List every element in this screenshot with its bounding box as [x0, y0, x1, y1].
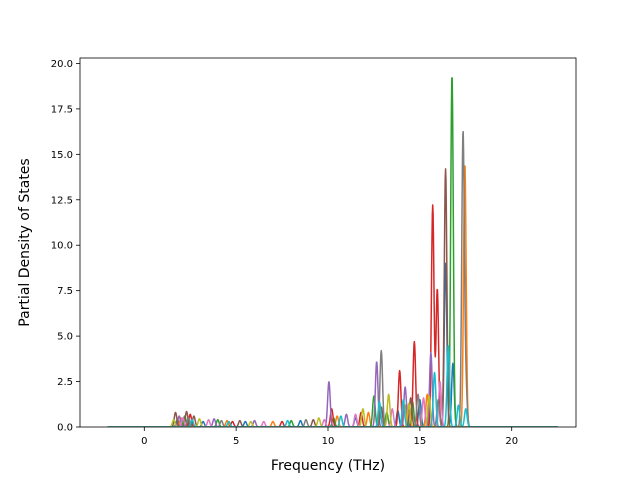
x-tick-label: 5 [233, 436, 239, 447]
x-tick-label: 15 [413, 436, 426, 447]
y-tick-label: 2.5 [57, 377, 73, 388]
y-axis-label: Partial Density of States [17, 158, 33, 326]
y-tick-label: 20.0 [51, 59, 73, 70]
x-tick-label: 20 [505, 436, 518, 447]
y-tick-label: 12.5 [51, 195, 73, 206]
series-line-4 [107, 204, 559, 427]
series-line-3 [107, 77, 559, 427]
y-axis: 0.0 2.5 5.0 7.5 10.0 12.5 15.0 17.5 20.0 [51, 59, 80, 434]
x-axis-label: Frequency (THz) [271, 458, 385, 474]
series-line-7 [107, 380, 559, 427]
y-tick-label: 5.0 [57, 332, 73, 343]
y-tick-label: 7.5 [57, 286, 73, 297]
y-tick-label: 0.0 [57, 423, 73, 434]
x-tick-label: 10 [322, 436, 335, 447]
y-tick-label: 15.0 [51, 150, 73, 161]
y-tick-label: 17.5 [51, 104, 73, 115]
y-tick-label: 10.0 [51, 241, 73, 252]
x-axis: 0 5 10 15 20 [141, 427, 518, 447]
x-tick-label: 0 [141, 436, 147, 447]
